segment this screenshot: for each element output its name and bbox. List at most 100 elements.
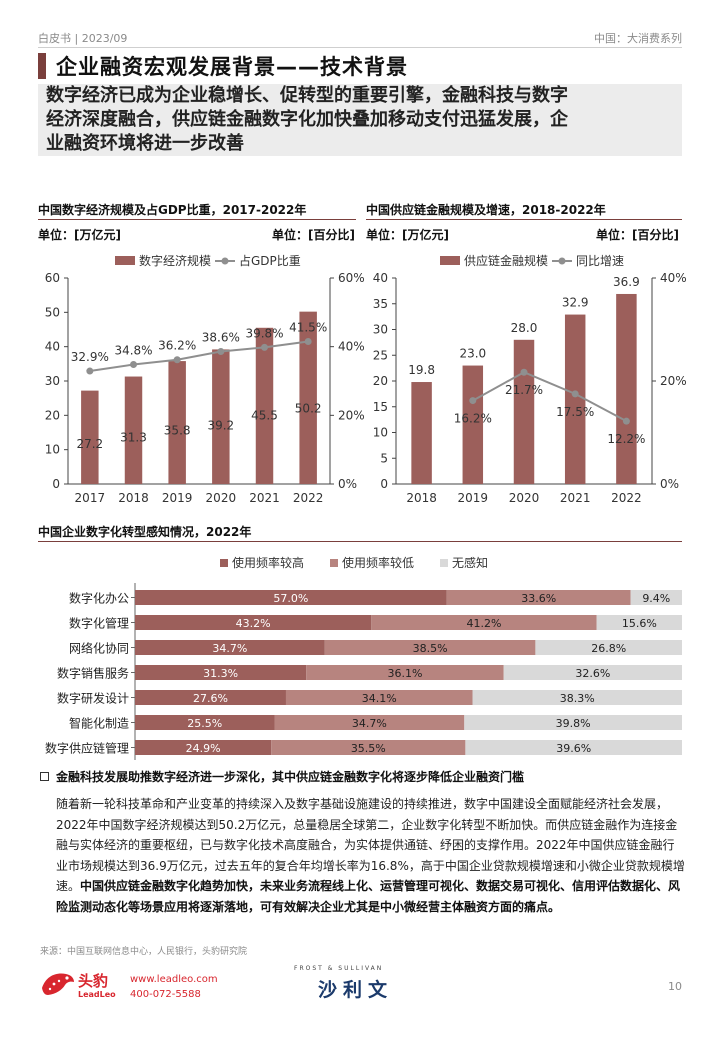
segment-label: 27.6% xyxy=(193,692,228,705)
chart2-unit-left: 单位：[万亿元] xyxy=(366,228,449,242)
segment-label: 26.8% xyxy=(591,642,626,655)
segment-label: 31.3% xyxy=(203,667,238,680)
leadleo-url[interactable]: www.leadleo.com xyxy=(130,974,218,985)
segment-label: 35.5% xyxy=(351,742,386,755)
line-value-label: 34.8% xyxy=(114,344,152,358)
stacked-segment xyxy=(135,590,447,605)
title-accent-bar xyxy=(38,53,46,79)
left-tick-label: 10 xyxy=(45,443,60,457)
left-tick-label: 30 xyxy=(45,374,60,388)
series-line xyxy=(472,371,627,423)
left-tick-label: 0 xyxy=(52,477,60,491)
bar xyxy=(564,314,586,484)
left-tick-label: 50 xyxy=(45,305,60,319)
line-value-label: 38.6% xyxy=(202,330,240,344)
category-label: 数字销售服务 xyxy=(57,666,129,681)
stacked-segment xyxy=(503,665,682,680)
left-tick-label: 0 xyxy=(380,477,388,491)
supply-chain-finance-chart: 供应链金融规模 同比增速 0 5 10 15 20 25 30 35 40 0% 20% 40% 2018 1… xyxy=(373,253,687,505)
x-tick-label: 2018 xyxy=(118,491,149,505)
category-label: 数字供应链管理 xyxy=(45,741,129,756)
paragraph-bold: 中国供应链金融数字化趋势加快，未来业务流程线上化、运营管理可视化、数据交易可视化… xyxy=(56,879,681,914)
bar-value-label: 19.8 xyxy=(408,363,435,377)
segment-label: 41.2% xyxy=(467,617,502,630)
leadleo-phone: 400-072-5588 xyxy=(130,989,201,1000)
left-tick-label: 40 xyxy=(45,340,60,354)
leadleo-logo-cn: 头豹 xyxy=(78,972,109,990)
bar xyxy=(124,376,143,484)
stacked-segment xyxy=(135,615,372,630)
bar xyxy=(462,365,484,484)
frost-sullivan-cn: 沙利文 xyxy=(318,979,394,1001)
x-tick-label: 2020 xyxy=(509,491,540,505)
stacked-segment xyxy=(271,740,466,755)
segment-label: 34.7% xyxy=(212,642,247,655)
segment-label: 32.6% xyxy=(575,667,610,680)
left-tick-label: 40 xyxy=(373,271,388,285)
stacked-segment xyxy=(535,640,682,655)
bar-value-label: 23.0 xyxy=(459,347,486,361)
right-tick-label: 20% xyxy=(660,374,687,388)
stacked-segment xyxy=(371,615,597,630)
bar xyxy=(411,382,432,484)
bar xyxy=(299,311,317,484)
stacked-segment xyxy=(596,615,682,630)
right-tick-label: 60% xyxy=(338,271,365,285)
bar xyxy=(616,293,637,484)
summary-line: 经济深度融合，供应链金融数字化加快叠加移动支付迅猛发展，企 xyxy=(46,109,568,130)
summary-line: 业融资环境将进一步改善 xyxy=(46,133,244,154)
leopard-logo-icon xyxy=(42,973,74,995)
segment-label: 33.6% xyxy=(521,592,556,605)
x-tick-label: 2019 xyxy=(162,491,193,505)
chart2-title: 中国供应链金融规模及增速，2018-2022年 xyxy=(366,203,606,217)
x-tick-label: 2021 xyxy=(560,491,591,505)
legend-label-line: 占GDP比重 xyxy=(239,253,301,268)
right-tick-label: 20% xyxy=(338,408,365,422)
bar-value-label: 31.3 xyxy=(120,431,147,445)
line-point xyxy=(173,356,181,364)
header-divider xyxy=(38,47,682,48)
legend-label-line: 同比增速 xyxy=(576,254,624,268)
line-point xyxy=(622,417,630,425)
stacked-segment xyxy=(446,590,631,605)
segment-label: 36.1% xyxy=(387,667,422,680)
bar-value-label: 27.2 xyxy=(76,437,103,451)
line-point xyxy=(571,390,579,398)
left-tick-label: 5 xyxy=(380,451,388,465)
chart1-unit-left: 单位：[万亿元] xyxy=(38,228,121,242)
stacked-segment xyxy=(630,590,682,605)
series-line xyxy=(89,340,309,373)
x-tick-label: 2022 xyxy=(611,491,642,505)
bar-value-label: 39.2 xyxy=(207,418,234,432)
bar xyxy=(255,327,274,484)
stacked-segment xyxy=(135,740,272,755)
legend-label-bar: 供应链金融规模 xyxy=(464,253,548,268)
line-point xyxy=(217,347,225,355)
left-tick-label: 25 xyxy=(373,348,388,362)
stacked-segment xyxy=(324,640,536,655)
legend-marker xyxy=(221,257,229,265)
body-paragraph: 随着新一轮科技革命和产业变革的持续深入及数字基础设施建设的持续推进，数字中国建设… xyxy=(56,794,686,918)
page-title: 企业融资宏观发展背景——技术背景 xyxy=(56,55,408,79)
category-label: 数字研发设计 xyxy=(57,691,129,706)
chart1-title: 中国数字经济规模及占GDP比重，2017-2022年 xyxy=(38,203,307,217)
stacked-segment xyxy=(135,665,307,680)
chart2-rule xyxy=(366,219,682,220)
bar-value-label: 35.8 xyxy=(164,424,191,438)
stacked-segment xyxy=(465,740,682,755)
page-number: 10 xyxy=(668,980,682,993)
header-series: 中国：大消费系列 xyxy=(594,32,682,45)
legend-label: 使用频率较高 xyxy=(232,555,304,570)
segment-label: 39.8% xyxy=(556,717,591,730)
stacked-segment xyxy=(306,665,504,680)
bar-value-label: 36.9 xyxy=(613,275,640,289)
bar-value-label: 28.0 xyxy=(511,321,538,335)
bar xyxy=(168,361,186,484)
leadleo-logo-en: LeadLeo xyxy=(78,990,116,999)
legend-label-bar: 数字经济规模 xyxy=(139,253,211,268)
legend-swatch-bar xyxy=(440,256,460,265)
segment-label: 34.7% xyxy=(352,717,387,730)
line-value-label: 17.5% xyxy=(556,405,594,419)
left-tick-label: 60 xyxy=(45,271,60,285)
